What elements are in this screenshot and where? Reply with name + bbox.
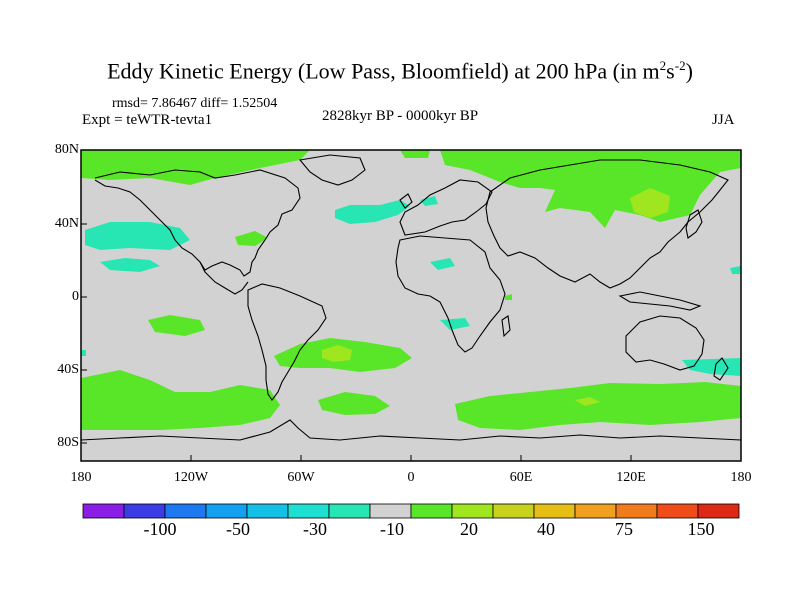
lat-label-80n: 80N — [54, 142, 79, 157]
colorbar-swatch — [246, 503, 289, 519]
coast-antarctica — [81, 419, 741, 441]
lon-label-120e: 120E — [616, 470, 646, 485]
coast-greenland — [298, 154, 366, 186]
stats-text: rmsd= 7.86467 diff= 1.52504 — [112, 96, 278, 111]
negative-region — [81, 350, 86, 356]
lat-label-40s: 40S — [57, 362, 79, 377]
anomaly-fields — [81, 150, 741, 430]
coast-africa — [395, 235, 506, 353]
coast-asia — [485, 159, 729, 289]
colorbar-label: -50 — [226, 519, 250, 539]
lon-label-60e: 60E — [509, 470, 533, 485]
colorbar — [82, 503, 740, 519]
lat-label-40n: 40N — [54, 216, 79, 231]
coast-europe — [399, 179, 493, 236]
colorbar-swatch — [615, 503, 658, 519]
colorbar-label: -10 — [380, 519, 404, 539]
coast-uk — [399, 193, 413, 209]
colorbar-label: -100 — [143, 519, 177, 539]
positive-region — [455, 382, 741, 430]
lat-label-0: 0 — [72, 289, 79, 304]
coast-australia — [625, 315, 705, 371]
negative-region — [85, 222, 190, 250]
experiment-label: Expt = teWTR-tevta1 — [82, 112, 213, 128]
colorbar-swatch — [82, 503, 125, 519]
colorbar-swatch — [205, 503, 248, 519]
coast-south-america — [247, 283, 327, 401]
positive-region — [505, 294, 512, 300]
negative-region — [440, 318, 470, 330]
coast-central-america — [199, 261, 249, 295]
coast-japan — [685, 209, 703, 239]
colorbar-swatch — [451, 503, 494, 519]
negative-region — [420, 196, 438, 206]
colorbar-swatch — [123, 503, 166, 519]
colorbar-swatch — [287, 503, 330, 519]
positive-region — [318, 392, 390, 415]
colorbar-swatch — [656, 503, 699, 519]
colorbar-swatch — [410, 503, 453, 519]
period-label: 2828kyr BP - 0000kyr BP — [322, 108, 479, 124]
negative-region — [430, 258, 455, 270]
colorbar-label: 40 — [537, 519, 555, 539]
negative-region — [730, 266, 741, 274]
lon-label-180e: 180 — [730, 470, 752, 485]
positive-region — [235, 231, 268, 246]
positive-region — [400, 150, 430, 158]
colorbar-swatch — [574, 503, 617, 519]
coast-indonesia — [618, 291, 702, 311]
colorbar-label: -30 — [303, 519, 327, 539]
colorbar-swatch — [492, 503, 535, 519]
colorbar-label: 20 — [460, 519, 478, 539]
negative-region — [335, 200, 410, 224]
coast-new-zealand — [713, 357, 729, 381]
colorbar-swatch — [369, 503, 412, 519]
lat-tick-marks — [81, 149, 87, 444]
colorbar-swatch — [533, 503, 576, 519]
lon-label-180w: 180 — [70, 470, 92, 485]
season-label: JJA — [712, 112, 735, 128]
strong-positive-region — [322, 345, 352, 362]
lon-label-60w: 60W — [287, 470, 315, 485]
colorbar-swatch — [697, 503, 740, 519]
lat-label-80s: 80S — [57, 435, 79, 450]
chart-title: Eddy Kinetic Energy (Low Pass, Bloomfiel… — [107, 58, 693, 84]
colorbar-swatch — [164, 503, 207, 519]
positive-region — [81, 150, 310, 185]
lon-label-0: 0 — [407, 470, 415, 485]
colorbar-swatch — [328, 503, 371, 519]
lon-label-120w: 120W — [173, 470, 209, 485]
positive-region — [148, 315, 205, 336]
lon-tick-marks — [80, 455, 742, 461]
coastlines — [81, 154, 741, 441]
strong-positive-region — [575, 397, 600, 406]
colorbar-label: 150 — [687, 519, 715, 539]
colorbar-label: 75 — [615, 519, 633, 539]
negative-region — [100, 258, 160, 272]
positive-region — [81, 370, 280, 430]
coast-madagascar — [501, 315, 511, 338]
strong-positive-region — [630, 188, 670, 218]
coast-north-america — [94, 169, 301, 277]
